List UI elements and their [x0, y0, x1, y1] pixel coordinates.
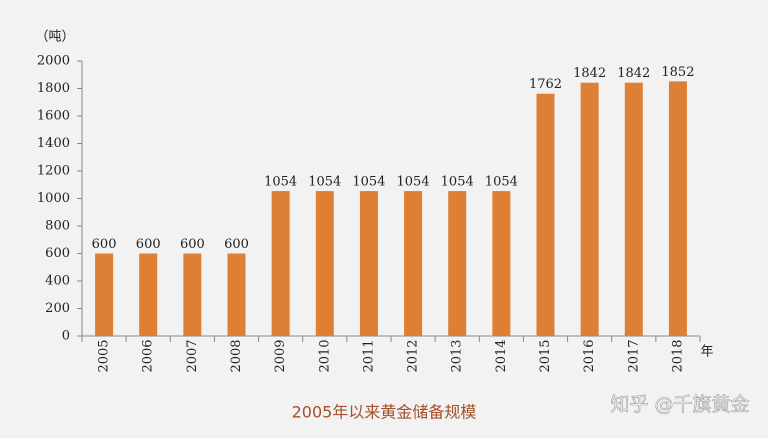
- y-tick-label: 800: [45, 219, 70, 234]
- value-label: 1054: [397, 175, 430, 190]
- bar: [668, 81, 687, 336]
- chart-title: 2005年以来黄金储备规模: [292, 403, 477, 422]
- y-tick-label: 400: [45, 274, 70, 289]
- x-axis-label: 年: [700, 345, 713, 360]
- value-label: 600: [224, 237, 249, 252]
- x-tick-label: 2005: [97, 339, 112, 372]
- value-label: 600: [92, 237, 117, 252]
- x-tick-label: 2009: [273, 339, 288, 372]
- value-label: 1054: [352, 175, 385, 190]
- x-tick-label: 2007: [185, 339, 200, 372]
- bar: [404, 191, 423, 336]
- bar: [624, 82, 643, 336]
- y-tick-label: 600: [45, 246, 70, 261]
- x-tick-label: 2006: [141, 339, 156, 372]
- y-tick-label: 2000: [37, 54, 70, 69]
- y-tick-label: 200: [45, 301, 70, 316]
- x-tick-label: 2008: [229, 339, 244, 372]
- bar: [95, 253, 114, 336]
- x-tick-label: 2013: [450, 339, 465, 372]
- value-label: 1852: [661, 65, 694, 80]
- x-tick-label: 2011: [361, 339, 376, 372]
- watermark: 知乎 @千旗黄金: [610, 394, 749, 416]
- bar: [227, 253, 246, 336]
- y-tick-label: 1200: [37, 164, 70, 179]
- value-label: 1054: [264, 175, 297, 190]
- bar: [139, 253, 158, 336]
- value-label: 1054: [441, 175, 474, 190]
- y-tick-label: 0: [62, 329, 70, 344]
- bar: [580, 82, 599, 336]
- y-tick-label: 1800: [37, 81, 70, 96]
- x-tick-label: 2016: [582, 339, 597, 372]
- value-label: 1842: [573, 66, 606, 81]
- bar: [183, 253, 202, 336]
- bar: [315, 191, 334, 336]
- value-label: 1762: [529, 77, 562, 92]
- bar: [448, 191, 467, 336]
- value-label: 600: [180, 237, 205, 252]
- bar: [492, 191, 511, 336]
- value-label: 1842: [617, 66, 650, 81]
- value-label: 1054: [485, 175, 518, 190]
- y-axis-label: （吨）: [35, 30, 74, 45]
- x-tick-label: 2014: [494, 339, 509, 372]
- x-tick-label: 2017: [626, 339, 641, 372]
- bar: [536, 93, 555, 336]
- value-label: 600: [136, 237, 161, 252]
- y-tick-label: 1600: [37, 109, 70, 124]
- bar: [271, 191, 290, 336]
- x-tick-label: 2012: [406, 339, 421, 372]
- y-tick-label: 1400: [37, 136, 70, 151]
- y-tick-label: 1000: [37, 191, 70, 206]
- x-tick-label: 2015: [538, 339, 553, 372]
- x-tick-label: 2018: [670, 339, 685, 372]
- bar: [359, 191, 378, 336]
- value-label: 1054: [308, 175, 341, 190]
- x-tick-label: 2010: [317, 339, 332, 372]
